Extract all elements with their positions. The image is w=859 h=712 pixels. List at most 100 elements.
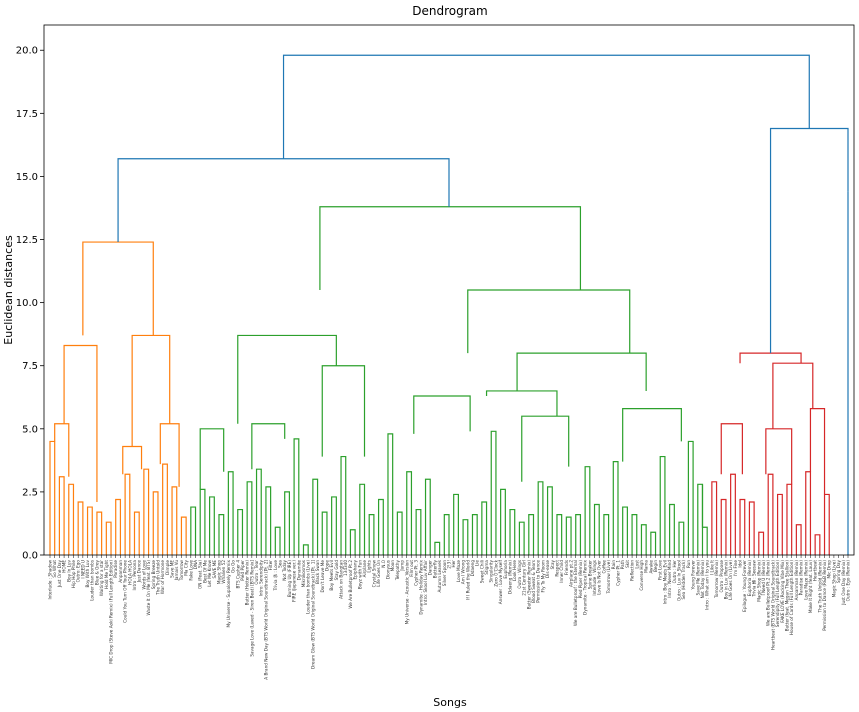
leaf-label: ON (Feat. Sia)	[198, 560, 203, 589]
link	[133, 511, 140, 555]
merge-link	[521, 415, 570, 482]
link	[293, 438, 300, 555]
leaf-label: Boy In Luv	[66, 559, 71, 581]
leaf-label: Am I Wrong	[461, 560, 466, 585]
link	[805, 471, 812, 555]
leaf-label: Make It Right (feat. Lauv)	[808, 560, 813, 614]
link	[227, 471, 234, 555]
leaf-label: Life Goes On	[376, 560, 381, 587]
leaf-label: Filter	[268, 560, 273, 571]
leaf-label: Fake Love	[188, 560, 193, 581]
link	[701, 484, 708, 555]
merge-link	[122, 445, 143, 475]
link	[640, 524, 647, 555]
leaf-label: Euphoria	[503, 560, 508, 579]
leaf-label: Outro : Her	[672, 560, 677, 584]
leaf-label: Waiting for a star	[99, 560, 104, 596]
leaf-label: Path	[620, 560, 625, 570]
leaf-label: Dynamite	[296, 560, 301, 581]
leaf-label: Save ME	[170, 560, 175, 578]
merge-link	[772, 362, 814, 429]
leaf-label: Lost	[634, 560, 639, 569]
leaf-label: Her	[451, 560, 456, 568]
leaf-label: Lie	[475, 560, 480, 566]
leaf-label: Film out	[409, 560, 414, 577]
leaf-label: Butter (Sweeter Remix)	[526, 560, 531, 610]
link	[86, 506, 93, 555]
leaf-label: Dope	[324, 560, 329, 571]
leaf-label: Sea	[278, 560, 283, 568]
link	[255, 468, 262, 555]
link	[124, 473, 131, 555]
leaf-label: 21st Century Girl	[522, 560, 527, 596]
link	[209, 496, 215, 555]
leaf-label: If I Ruled the World	[465, 560, 470, 600]
link	[96, 511, 103, 555]
leaf-label: 2!3!	[447, 560, 452, 569]
leaf-label: Permission to Dance	[536, 560, 541, 603]
link	[603, 514, 610, 555]
link	[368, 514, 375, 555]
leaf-label: Inner Child	[559, 560, 564, 583]
leaf-label: Best Of Me	[202, 560, 207, 583]
leaf-label: Reflection	[630, 560, 635, 581]
leaf-label: Begin	[653, 560, 658, 572]
y-tick-label: 15.0	[16, 172, 38, 183]
leaf-label: Could You Turn Off Your Phone	[123, 560, 128, 623]
leaf-label: Young Forever	[691, 560, 696, 591]
leaf-label: Burning Up (FIRE)	[287, 560, 292, 598]
leaf-label: Intro : Boy Meets Evil	[662, 560, 667, 604]
leaf-label: Trivia 轉 : Seesaw	[751, 559, 758, 597]
link	[631, 514, 638, 555]
leaf-label: Ma City	[184, 559, 189, 575]
link	[415, 508, 422, 555]
leaf-label: Paradise	[113, 560, 118, 578]
leaf-label: Butter (Hotter Remix)	[245, 560, 250, 606]
link	[246, 481, 253, 555]
y-tick-label: 20.0	[16, 46, 38, 57]
leaf-label: Just Dance	[137, 560, 142, 584]
merge-link	[516, 352, 647, 391]
link	[650, 531, 657, 555]
leaf-label: We are Bulletproof : the Eternal	[573, 560, 578, 626]
merge-link	[321, 365, 366, 457]
link	[509, 508, 516, 555]
link	[730, 473, 736, 555]
link	[659, 455, 666, 555]
link	[537, 481, 544, 555]
top-link	[117, 158, 450, 243]
link	[237, 508, 244, 555]
leaf-label: Intro : Never Mind	[667, 560, 672, 598]
link	[490, 430, 497, 555]
leaf-label: Cypher Pt. 3	[414, 560, 419, 586]
leaf-label: Rain	[611, 560, 616, 570]
leaf-label: SAVE ME	[212, 560, 217, 579]
link	[359, 483, 366, 555]
link	[462, 519, 469, 555]
leaf-label: Converse High	[639, 560, 644, 591]
leaf-label: Euphoria (Remix)	[747, 560, 752, 597]
link	[302, 544, 309, 555]
y-axis-label: Euclidean distances	[2, 235, 15, 345]
leaf-label: HOLA HOLA	[127, 560, 132, 585]
merge-link	[739, 352, 802, 364]
leaf-label: Save Me (Remix)	[695, 560, 700, 596]
link	[767, 473, 774, 555]
leaf-label: I'm Fine	[733, 560, 738, 577]
leaf-label: We Are Bulletproof Pt.2	[348, 560, 353, 609]
link	[349, 529, 356, 555]
leaf-label: Coffee	[601, 560, 606, 574]
leaf-label: Outro : Luv In Skool	[677, 560, 682, 601]
leaf-label: N.O	[381, 559, 386, 567]
top-link	[282, 54, 810, 159]
leaf-label: Hip Hop Phile	[71, 560, 76, 589]
leaf-labels: Interlude : Shadow So What Just One Day HOM…	[48, 555, 851, 680]
leaf-label: Mama	[644, 560, 649, 573]
link	[556, 514, 563, 555]
link	[199, 488, 206, 555]
link	[453, 493, 459, 555]
leaf-label: Ddaeng	[470, 560, 475, 577]
leaf-label: We are Bulletproof Pt.2 (Remix)	[766, 560, 771, 626]
leaf-label: Idol	[738, 560, 743, 568]
link	[284, 491, 290, 555]
